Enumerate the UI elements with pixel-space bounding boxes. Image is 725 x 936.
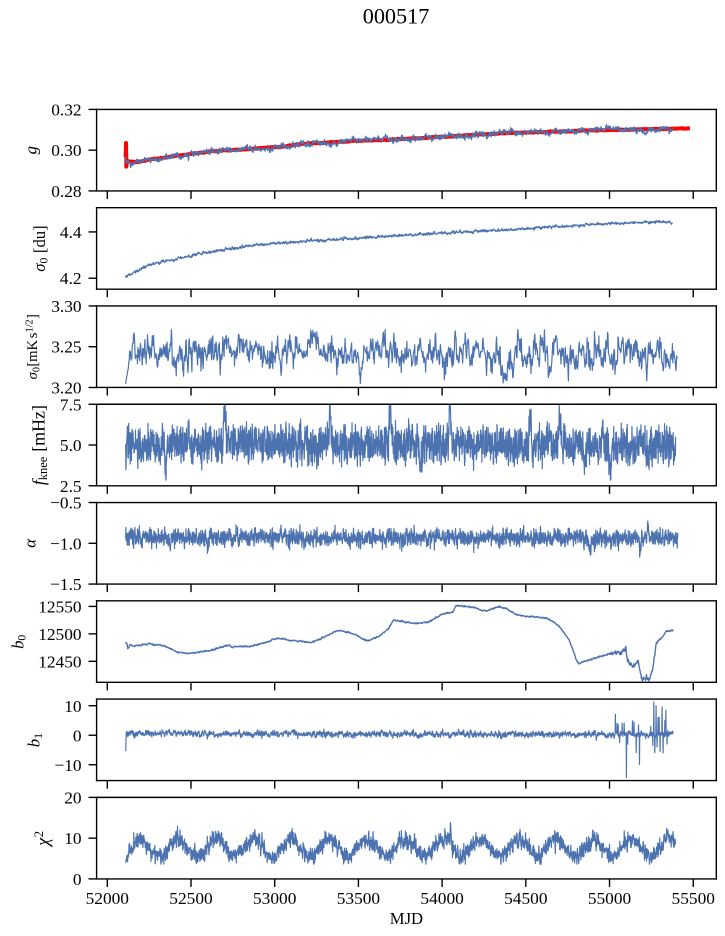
svg-text:52000: 52000	[86, 889, 130, 908]
svg-text:MJD: MJD	[390, 909, 423, 928]
svg-text:55000: 55000	[588, 889, 632, 908]
svg-text:−1.0: −1.0	[50, 534, 82, 553]
svg-text:b 0: b 0	[3, 635, 28, 649]
svg-text:0.32: 0.32	[51, 100, 81, 119]
svg-text:54000: 54000	[420, 889, 464, 908]
svg-text:σ 0 [ d u ]: σ 0 [ d u ]	[25, 225, 52, 271]
svg-text:5.0: 5.0	[60, 436, 82, 455]
svg-text:55500: 55500	[672, 889, 716, 908]
svg-text:12450: 12450	[38, 652, 82, 671]
svg-text:3.25: 3.25	[51, 338, 81, 357]
svg-text:g: g	[22, 146, 41, 154]
svg-text:4.2: 4.2	[60, 269, 82, 288]
svg-text:10: 10	[64, 829, 82, 848]
svg-text:53500: 53500	[337, 889, 381, 908]
svg-text:000517: 000517	[363, 4, 430, 29]
svg-text:4.4: 4.4	[60, 223, 82, 242]
svg-text:54500: 54500	[504, 889, 548, 908]
svg-text:0.28: 0.28	[51, 182, 82, 201]
svg-text:10: 10	[64, 697, 82, 716]
svg-text:0: 0	[73, 870, 82, 889]
svg-text:−1.5: −1.5	[50, 575, 82, 594]
svg-text:−0.5: −0.5	[50, 494, 82, 513]
svg-text:20: 20	[64, 788, 82, 807]
svg-text:3.20: 3.20	[51, 379, 82, 398]
svg-text:0: 0	[73, 726, 82, 745]
svg-text:f k n e e [ m H z ]: f k n e e [ m H z ]	[24, 405, 51, 485]
svg-text:σ 0 1 / 2 [ m K s ]: σ 0 1 / 2 [ m K s ]	[12, 314, 44, 380]
svg-text:12550: 12550	[38, 597, 82, 616]
svg-text:χ 2: χ 2	[29, 831, 54, 848]
svg-text:α: α	[21, 538, 40, 548]
svg-text:0.30: 0.30	[51, 141, 82, 160]
svg-text:−10: −10	[54, 756, 81, 775]
svg-text:52500: 52500	[169, 889, 213, 908]
svg-text:2.5: 2.5	[60, 477, 82, 496]
svg-text:7.5: 7.5	[60, 395, 82, 414]
svg-text:53000: 53000	[253, 889, 297, 908]
svg-text:3.30: 3.30	[51, 297, 82, 316]
svg-text:b 1: b 1	[20, 733, 45, 747]
svg-text:12500: 12500	[38, 625, 82, 644]
